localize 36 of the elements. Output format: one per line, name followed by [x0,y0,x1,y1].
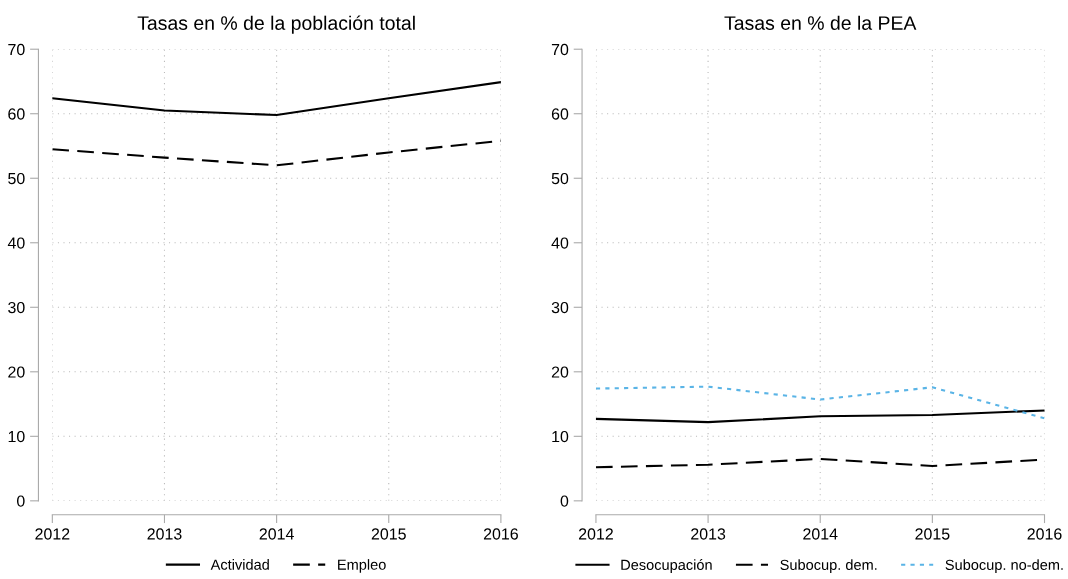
y-tick-label: 40 [551,237,569,249]
legend-label: Empleo [338,559,386,573]
line-series [595,409,1045,424]
legend-label: Actividad [210,559,269,570]
legend-label: Subocup. no-dem. [945,559,1063,573]
legend-label: Desocupación [621,559,712,573]
y-tick-label: 60 [551,108,569,120]
y-tick-label: 10 [8,430,25,443]
line-series [52,81,501,117]
y-tick-label: 50 [8,172,25,185]
x-tick-label: 2013 [691,528,726,540]
x-tick-label: 2012 [35,528,70,540]
x-tick-label: 2016 [483,528,518,540]
y-tick-label: 70 [551,43,569,56]
y-tick-label: 20 [8,366,25,378]
y-tick-label: 0 [16,495,25,507]
y-tick-label: 30 [551,301,569,314]
x-tick-label: 2015 [371,528,406,540]
y-tick-label: 40 [7,237,25,249]
chart-title: Tasas en % de la PEA [724,15,917,30]
x-tick-label: 2012 [578,528,613,540]
line-series [595,385,1045,420]
y-tick-label: 50 [551,172,569,185]
x-tick-label: 2013 [147,528,182,540]
y-tick-label: 30 [8,301,25,314]
legend-label: Subocup. dem. [780,559,877,573]
y-tick-label: 60 [8,108,25,120]
y-tick-label: 20 [551,366,569,378]
x-tick-label: 2014 [803,528,838,540]
x-tick-label: 2014 [259,528,294,540]
x-tick-label: 2016 [1027,528,1062,540]
x-tick-label: 2015 [915,528,950,540]
chart-title: Tasas en % de la población total [137,15,415,34]
y-tick-label: 0 [560,495,569,507]
y-tick-label: 70 [8,43,25,56]
y-tick-label: 10 [552,430,569,443]
